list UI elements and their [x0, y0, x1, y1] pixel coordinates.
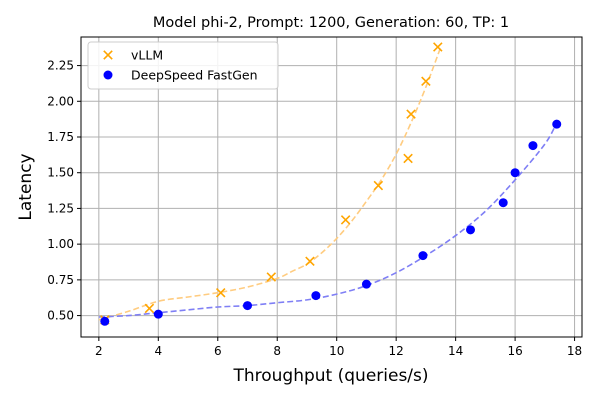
y-tick-label: 1.75 [47, 130, 74, 144]
plot-frame [80, 36, 583, 338]
x-tick-label: 8 [273, 344, 281, 358]
y-tick-label: 2.25 [47, 59, 74, 73]
data-point-2 [243, 301, 253, 311]
fit-curve-1 [98, 46, 442, 321]
data-point-1 [266, 272, 277, 282]
x-tick-label: 2 [95, 344, 103, 358]
data-point-1 [403, 153, 413, 164]
x-tick-label: 12 [389, 344, 404, 358]
data-point-2 [153, 309, 163, 319]
y-axis-label: Latency [16, 153, 36, 220]
grid [81, 37, 582, 337]
data-point-2 [528, 141, 538, 151]
data-point-1 [421, 76, 431, 87]
legend-marker-2 [103, 70, 113, 80]
y-tick-label: 1.00 [47, 237, 74, 251]
legend-box [87, 41, 279, 90]
x-tick-label: 18 [567, 344, 582, 358]
data-points [100, 42, 562, 326]
x-tick-label: 10 [329, 344, 344, 358]
data-point-1 [144, 303, 155, 314]
x-tick-label: 16 [507, 344, 522, 358]
y-tick-label: 0.75 [47, 273, 74, 287]
y-tick-label: 1.50 [47, 166, 74, 180]
y-tick-label: 2.00 [47, 94, 74, 108]
x-axis-label: Throughput (queries/s) [232, 366, 428, 386]
data-point-2 [552, 119, 562, 129]
x-tick-label: 4 [154, 344, 162, 358]
y-tick-label: 1.25 [47, 201, 74, 215]
data-point-1 [373, 180, 384, 191]
data-point-1 [340, 215, 351, 225]
legend-marker-1 [103, 50, 113, 60]
legend-label-1: vLLM [131, 48, 163, 63]
data-point-1 [406, 109, 416, 119]
chart-title: Model phi-2, Prompt: 1200, Generation: 6… [153, 15, 509, 31]
fit-curve-2 [98, 122, 558, 318]
x-tick-label: 6 [214, 344, 222, 358]
data-point-1 [215, 287, 226, 298]
data-point-2 [361, 279, 371, 289]
legend: vLLM DeepSpeed FastGen [87, 41, 279, 90]
data-point-1 [305, 256, 315, 267]
data-point-2 [466, 225, 476, 235]
data-point-2 [100, 316, 110, 326]
data-point-2 [510, 168, 520, 178]
legend-label-2: DeepSpeed FastGen [131, 68, 258, 83]
data-point-2 [498, 198, 508, 208]
data-point-1 [433, 42, 443, 52]
data-point-2 [418, 251, 428, 261]
y-tick-label: 0.50 [47, 309, 74, 323]
data-point-2 [311, 291, 321, 301]
fit-curves [98, 46, 558, 321]
x-tick-label: 14 [448, 344, 463, 358]
axis-ticks: 2 4 6 8 10 12 14 16 18 0.50 0.75 1.00 1.25 1.50 1.75 2.… [47, 59, 582, 358]
